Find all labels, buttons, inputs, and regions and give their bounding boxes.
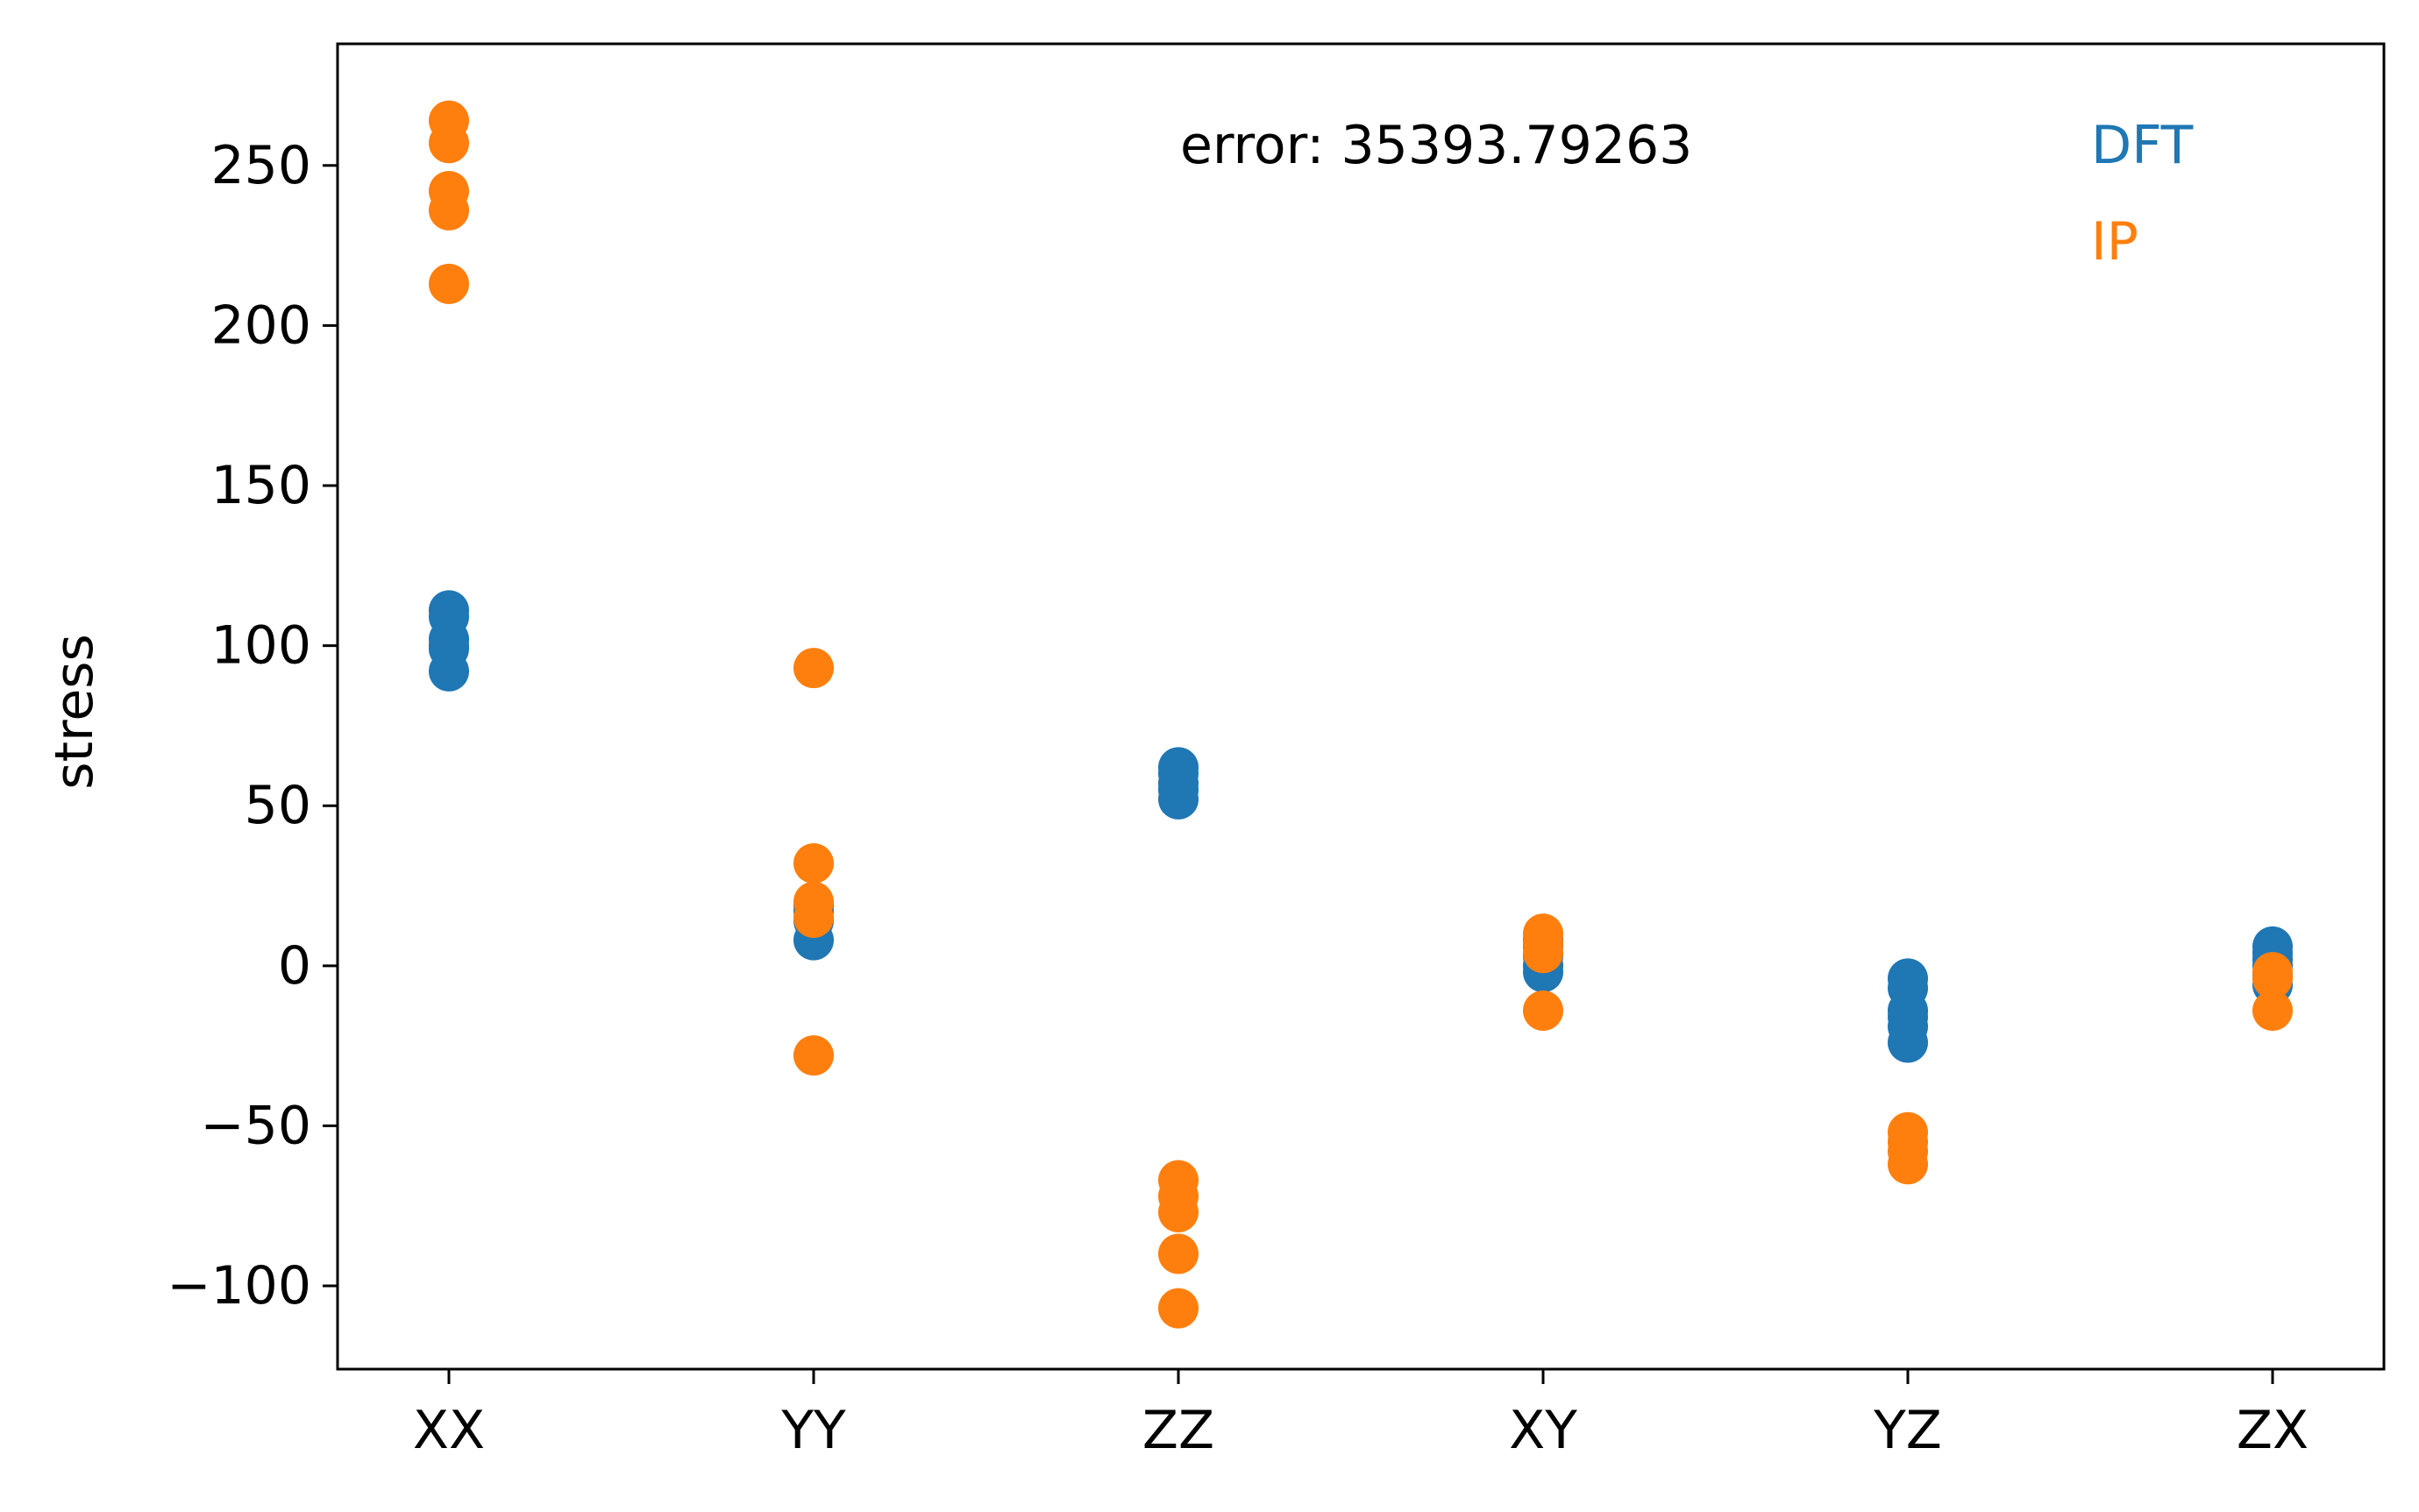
data-point-ip-zz-4: [1158, 1288, 1199, 1329]
data-point-ip-zz-2: [1158, 1192, 1199, 1233]
legend-entry-ip: IP: [2091, 211, 2138, 273]
data-point-ip-yy-0: [793, 648, 834, 689]
data-point-ip-xy-3: [1523, 990, 1563, 1031]
data-point-ip-yy-4: [793, 1035, 834, 1076]
data-point-dft-yz-5: [1888, 1022, 1928, 1063]
data-point-dft-zz-4: [1158, 778, 1199, 820]
x-tick-label-zx: ZX: [2237, 1400, 2309, 1461]
y-tick-label: 0: [278, 935, 311, 997]
data-point-ip-zx-2: [2252, 990, 2293, 1031]
x-tick-label-yy: YY: [780, 1400, 846, 1461]
axes-layer: −100 −50 0 50 100 150 200 250 XX YY ZZ XY YZ ZX: [167, 42, 2386, 1461]
data-point-ip-xx-4: [429, 263, 469, 304]
x-tick-label-xx: XX: [413, 1400, 485, 1461]
data-point-ip-yy-1: [793, 842, 834, 884]
y-tick-label: −50: [200, 1095, 311, 1156]
data-point-dft-xx-5: [429, 650, 469, 692]
x-tick-label-xy: XY: [1509, 1400, 1577, 1461]
plot-frame: [336, 42, 2386, 1371]
data-point-ip-zz-3: [1158, 1233, 1199, 1274]
data-point-ip-xx-3: [429, 189, 469, 231]
x-tick-label-zz: ZZ: [1142, 1400, 1214, 1461]
y-tick-label: 200: [210, 295, 311, 356]
legend-entry-dft: DFT: [2091, 115, 2194, 176]
data-point-ip-zx-1: [2252, 958, 2293, 999]
y-tick-label: 50: [245, 775, 311, 836]
text-layer: stress error: 35393.79263 DFT IP: [44, 115, 2194, 790]
y-tick-label: 250: [210, 135, 311, 196]
x-tick-label-yz: YZ: [1873, 1400, 1942, 1461]
y-tick-label: −100: [167, 1255, 311, 1317]
data-points-layer: [429, 100, 2293, 1329]
data-point-ip-yz-3: [1888, 1144, 1928, 1185]
data-point-ip-yy-3: [793, 898, 834, 939]
y-axis-label: stress: [44, 634, 105, 790]
y-tick-label: 150: [210, 455, 311, 516]
error-annotation: error: 35393.79263: [1180, 115, 1692, 176]
data-point-ip-xx-1: [429, 123, 469, 164]
series-ip: [429, 100, 2293, 1329]
y-tick-label: 100: [210, 615, 311, 677]
data-point-ip-xy-2: [1523, 933, 1563, 974]
